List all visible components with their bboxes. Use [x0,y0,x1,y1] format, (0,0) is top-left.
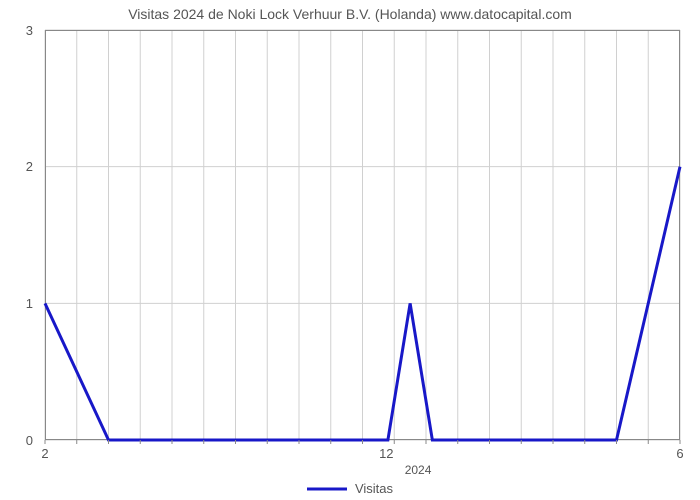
y-tick-label: 1 [0,296,33,311]
y-tick-label: 3 [0,23,33,38]
chart-title: Visitas 2024 de Noki Lock Verhuur B.V. (… [0,6,700,22]
legend-line-icon [307,485,347,493]
chart-legend: Visitas [0,481,700,496]
y-tick-label: 2 [0,159,33,174]
x-tick-label: 6 [660,446,700,461]
chart-svg [45,30,680,446]
x-axis-label: 2024 [368,463,468,477]
x-tick-label: 12 [366,446,406,461]
chart-plot-area [45,30,680,440]
x-tick-label: 2 [25,446,65,461]
legend-series-label: Visitas [355,481,393,496]
